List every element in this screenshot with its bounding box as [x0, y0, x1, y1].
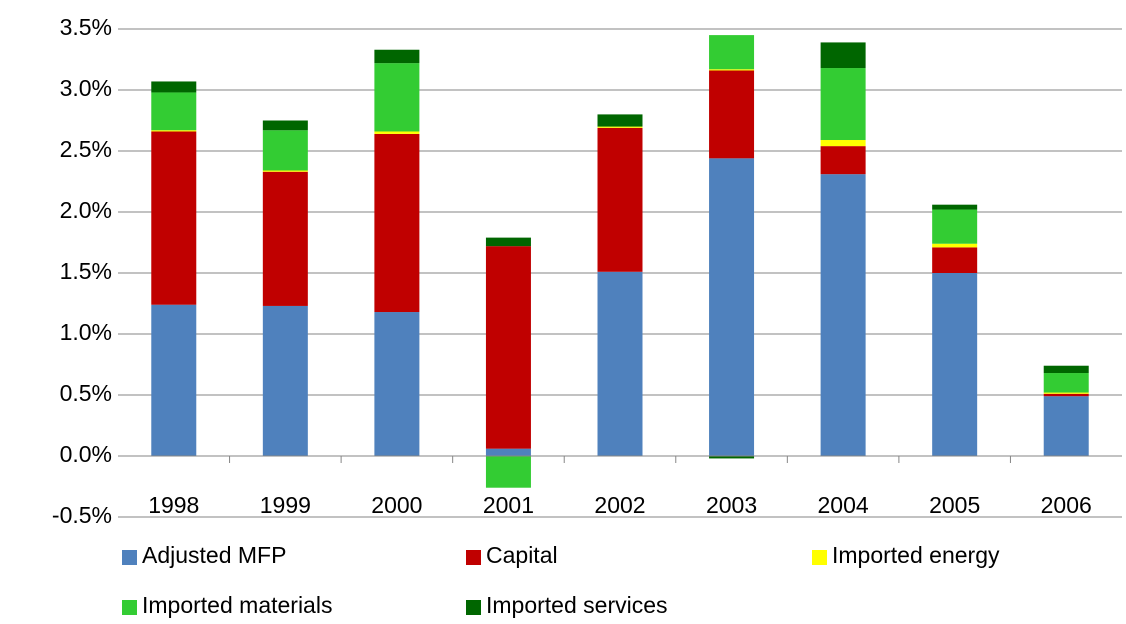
legend-label: Imported materials: [142, 592, 332, 618]
y-tick-label: 0.5%: [60, 380, 112, 406]
bar-segment: [1043, 373, 1089, 393]
bar-segment: [485, 246, 531, 449]
bar-segment: [1043, 365, 1089, 374]
bar-segment: [932, 247, 978, 273]
y-tick-label: 0.0%: [60, 441, 112, 467]
bar-segment: [151, 304, 197, 456]
bar-segment: [485, 448, 531, 456]
bar-segment: [262, 120, 308, 131]
bar-segment: [709, 35, 755, 70]
bar-segment: [820, 42, 866, 69]
y-tick-label: 2.5%: [60, 136, 112, 162]
x-tick-label: 2001: [483, 492, 534, 518]
y-tick-label: 1.0%: [60, 319, 112, 345]
bar-segment: [932, 204, 978, 210]
bar-segment: [485, 237, 531, 247]
bar-segment: [597, 126, 643, 128]
bar-segment: [820, 146, 866, 175]
bar-segment: [262, 305, 308, 456]
x-tick-label: 2006: [1041, 492, 1092, 518]
bar-segment: [151, 92, 197, 131]
legend-swatch: [122, 550, 137, 565]
legend-swatch: [812, 550, 827, 565]
bar-segment: [151, 81, 197, 93]
bar-segment: [374, 63, 420, 132]
bar-segment: [932, 243, 978, 248]
bar-segment: [262, 130, 308, 171]
bar-segment: [820, 174, 866, 456]
x-tick-label: 1998: [148, 492, 199, 518]
x-tick-label: 2003: [706, 492, 757, 518]
y-tick-label: 2.0%: [60, 197, 112, 223]
bar-segment: [151, 130, 197, 132]
x-tick-label: 2004: [818, 492, 869, 518]
bar-segment: [262, 171, 308, 306]
bar-segment: [151, 131, 197, 305]
bar-segment: [597, 127, 643, 272]
legend-swatch: [466, 550, 481, 565]
bar-segment: [597, 271, 643, 456]
y-tick-label: 1.5%: [60, 258, 112, 284]
legend-label: Capital: [486, 542, 558, 568]
bar-segment: [597, 114, 643, 127]
bar-segment: [485, 456, 531, 488]
legend-swatch: [122, 600, 137, 615]
legend-label: Adjusted MFP: [142, 542, 286, 568]
y-tick-label: 3.0%: [60, 75, 112, 101]
bar-segment: [820, 68, 866, 141]
bar-segment: [709, 69, 755, 71]
x-tick-label: 1999: [260, 492, 311, 518]
legend-label: Imported services: [486, 592, 668, 618]
y-tick-label: 3.5%: [60, 14, 112, 40]
bar-segment: [932, 209, 978, 244]
bar-segment: [709, 158, 755, 456]
bar-segment: [1043, 396, 1089, 456]
bar-segment: [820, 140, 866, 147]
x-tick-label: 2002: [594, 492, 645, 518]
bar-segment: [374, 312, 420, 456]
bar-segment: [262, 170, 308, 172]
bar-segment: [1043, 393, 1089, 397]
bar-segment: [1043, 392, 1089, 394]
x-tick-label: 2005: [929, 492, 980, 518]
y-tick-label: -0.5%: [52, 502, 112, 528]
bar-segment: [709, 456, 755, 459]
bar-segment: [374, 133, 420, 313]
bar-segment: [932, 273, 978, 456]
bar-segment: [374, 49, 420, 64]
bar-segment: [709, 70, 755, 159]
legend-label: Imported energy: [832, 542, 1000, 568]
legend-swatch: [466, 600, 481, 615]
bar-segment: [374, 131, 420, 134]
x-tick-label: 2000: [371, 492, 422, 518]
